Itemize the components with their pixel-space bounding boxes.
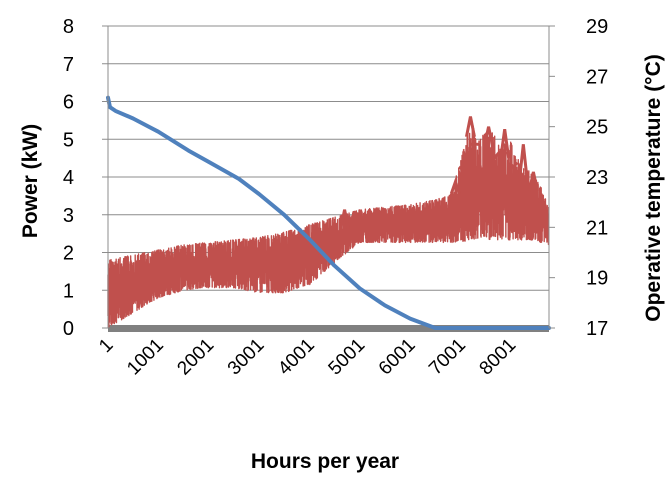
y-tick-label-6: 6 xyxy=(63,92,74,114)
y-axis-title: Power (kW) xyxy=(19,124,42,238)
y2-tick-label-3: 23 xyxy=(586,167,608,189)
y2-tick-labels: 17 19 21 23 25 27 29 xyxy=(586,16,608,340)
series-2-peak-6 xyxy=(508,161,519,170)
y-tick-label-5: 5 xyxy=(63,129,74,151)
y-tick-label-1: 1 xyxy=(63,280,74,302)
series-2-peak-3 xyxy=(483,126,495,147)
series-3-baseline xyxy=(108,325,549,332)
series-2-peak-1 xyxy=(464,116,476,138)
x-tick-label-0: 1 xyxy=(95,335,117,357)
y2-axis-title: Operative temperature (°C) xyxy=(642,54,665,321)
y-tick-label-3: 3 xyxy=(63,205,74,227)
series-2-peak-0 xyxy=(458,165,468,172)
y2-tick-label-6: 29 xyxy=(586,16,608,38)
y2-tick-label-2: 21 xyxy=(586,217,608,239)
series-2-peak-9 xyxy=(449,177,461,194)
axes xyxy=(102,25,555,329)
y-tick-label-2: 2 xyxy=(63,243,74,265)
series-1-line xyxy=(106,95,551,330)
x-tick-label-3: 3001 xyxy=(224,335,269,380)
y2-tick-label-5: 27 xyxy=(586,66,608,88)
y-tick-label-7: 7 xyxy=(63,54,74,76)
series-2-peak-7 xyxy=(517,144,529,182)
y-tick-labels: 0 1 2 3 4 5 6 7 8 xyxy=(63,16,74,340)
x-tick-label-4: 4001 xyxy=(274,335,319,380)
y2-tick-label-1: 19 xyxy=(586,268,608,290)
x-tick-label-2: 2001 xyxy=(173,335,218,380)
y-tick-label-0: 0 xyxy=(63,318,74,340)
x-tick-label-1: 1001 xyxy=(123,335,168,380)
y2-tick-label-4: 25 xyxy=(586,117,608,139)
series-2-peak-5 xyxy=(499,128,511,159)
x-tick-label-8: 8001 xyxy=(476,335,521,380)
y-tick-label-4: 4 xyxy=(63,167,74,189)
x-tick-label-5: 5001 xyxy=(325,335,370,380)
x-tick-label-7: 7001 xyxy=(425,335,470,380)
series-2-peak-10 xyxy=(339,209,351,230)
series-2-peaks xyxy=(339,116,539,230)
y2-tick-label-0: 17 xyxy=(586,318,608,340)
x-tick-labels: 1 1001 2001 3001 4001 5001 6001 7001 8001 xyxy=(95,335,520,380)
series-layer xyxy=(106,95,551,332)
series-2-line xyxy=(107,124,550,328)
series-2-peak-8 xyxy=(527,171,539,192)
series-2-peak-4 xyxy=(490,150,501,160)
y-tick-label-8: 8 xyxy=(63,16,74,38)
x-tick-label-6: 6001 xyxy=(375,335,420,380)
x-axis-title: Hours per year xyxy=(251,450,399,473)
